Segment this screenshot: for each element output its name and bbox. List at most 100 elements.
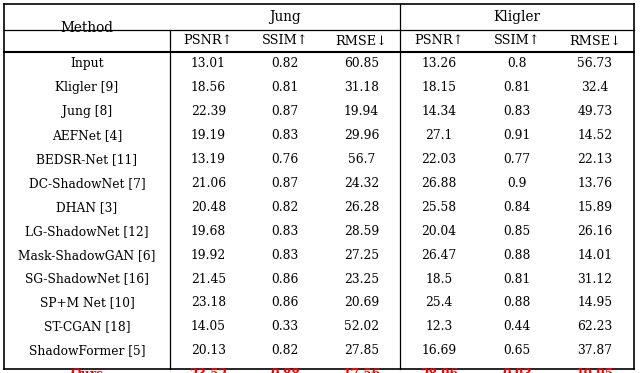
- Text: 27.85: 27.85: [344, 344, 380, 357]
- Text: 12.3: 12.3: [426, 320, 452, 333]
- Text: 26.47: 26.47: [421, 249, 456, 261]
- Text: 0.84: 0.84: [503, 201, 531, 214]
- Text: 19.94: 19.94: [344, 105, 380, 118]
- Text: 23.25: 23.25: [344, 273, 380, 286]
- Text: RMSE↓: RMSE↓: [336, 34, 388, 47]
- Text: 22.03: 22.03: [421, 153, 456, 166]
- Text: 13.76: 13.76: [577, 177, 612, 190]
- Text: 28.59: 28.59: [344, 225, 380, 238]
- Text: SP+M Net [10]: SP+M Net [10]: [40, 297, 134, 310]
- Text: BEDSR-Net [11]: BEDSR-Net [11]: [36, 153, 138, 166]
- Text: 0.82: 0.82: [271, 201, 299, 214]
- Text: 13.01: 13.01: [191, 57, 226, 70]
- Text: 18.15: 18.15: [422, 81, 456, 94]
- Text: Jung [8]: Jung [8]: [62, 105, 112, 118]
- Text: PSNR↑: PSNR↑: [414, 34, 464, 47]
- Text: 19.92: 19.92: [191, 249, 226, 261]
- Text: 56.7: 56.7: [348, 153, 375, 166]
- Text: 0.88: 0.88: [503, 297, 531, 310]
- Text: Kligler [9]: Kligler [9]: [56, 81, 118, 94]
- Text: 10.95: 10.95: [576, 368, 614, 373]
- Text: 14.34: 14.34: [421, 105, 456, 118]
- Text: 0.88: 0.88: [270, 368, 300, 373]
- Text: 0.82: 0.82: [271, 344, 299, 357]
- Text: 21.06: 21.06: [191, 177, 226, 190]
- Text: 20.13: 20.13: [191, 344, 226, 357]
- Text: 23.52: 23.52: [189, 368, 227, 373]
- Text: 0.93: 0.93: [502, 368, 532, 373]
- Text: 62.23: 62.23: [577, 320, 612, 333]
- Text: 0.85: 0.85: [504, 225, 531, 238]
- Text: 26.88: 26.88: [421, 177, 457, 190]
- Text: 22.39: 22.39: [191, 105, 226, 118]
- Text: 19.19: 19.19: [191, 129, 226, 142]
- Text: LG-ShadowNet [12]: LG-ShadowNet [12]: [25, 225, 148, 238]
- Text: 28.96: 28.96: [420, 368, 458, 373]
- Text: 0.81: 0.81: [504, 81, 531, 94]
- Text: 15.89: 15.89: [577, 201, 612, 214]
- Text: 19.68: 19.68: [191, 225, 226, 238]
- Text: 13.19: 13.19: [191, 153, 226, 166]
- Text: 23.18: 23.18: [191, 297, 226, 310]
- Text: 31.18: 31.18: [344, 81, 379, 94]
- Text: 0.83: 0.83: [271, 249, 299, 261]
- Text: 0.87: 0.87: [271, 105, 299, 118]
- Text: 52.02: 52.02: [344, 320, 380, 333]
- Text: 14.52: 14.52: [577, 129, 612, 142]
- Text: DHAN [3]: DHAN [3]: [56, 201, 118, 214]
- Text: 0.76: 0.76: [271, 153, 299, 166]
- Text: 27.1: 27.1: [426, 129, 452, 142]
- Text: 0.82: 0.82: [271, 57, 299, 70]
- Text: Jung: Jung: [269, 10, 301, 24]
- Text: 25.58: 25.58: [421, 201, 456, 214]
- Text: 22.13: 22.13: [577, 153, 612, 166]
- Text: 56.73: 56.73: [577, 57, 612, 70]
- Text: 60.85: 60.85: [344, 57, 380, 70]
- Text: 0.8: 0.8: [508, 57, 527, 70]
- Text: 26.28: 26.28: [344, 201, 380, 214]
- Text: 18.5: 18.5: [426, 273, 452, 286]
- Text: SG-ShadowNet [16]: SG-ShadowNet [16]: [25, 273, 149, 286]
- Text: 0.86: 0.86: [271, 273, 299, 286]
- Text: 0.33: 0.33: [271, 320, 299, 333]
- Text: 0.77: 0.77: [504, 153, 531, 166]
- Text: 0.81: 0.81: [504, 273, 531, 286]
- Text: 14.95: 14.95: [577, 297, 612, 310]
- Text: 0.65: 0.65: [504, 344, 531, 357]
- Text: 0.44: 0.44: [503, 320, 531, 333]
- Text: DC-ShadowNet [7]: DC-ShadowNet [7]: [29, 177, 145, 190]
- Text: PSNR↑: PSNR↑: [184, 34, 233, 47]
- Text: AEFNet [4]: AEFNet [4]: [52, 129, 122, 142]
- Text: 24.32: 24.32: [344, 177, 380, 190]
- Text: 20.48: 20.48: [191, 201, 226, 214]
- Text: 18.56: 18.56: [191, 81, 226, 94]
- Text: 37.87: 37.87: [577, 344, 612, 357]
- Text: 0.87: 0.87: [271, 177, 299, 190]
- Text: 0.88: 0.88: [503, 249, 531, 261]
- Text: 14.01: 14.01: [577, 249, 612, 261]
- Text: Ours: Ours: [70, 368, 104, 373]
- Text: 20.69: 20.69: [344, 297, 380, 310]
- Text: 26.16: 26.16: [577, 225, 612, 238]
- Text: 0.91: 0.91: [504, 129, 531, 142]
- Text: 31.12: 31.12: [577, 273, 612, 286]
- Text: 29.96: 29.96: [344, 129, 380, 142]
- Text: 0.9: 0.9: [508, 177, 527, 190]
- Text: 16.69: 16.69: [421, 344, 456, 357]
- Text: 0.81: 0.81: [271, 81, 299, 94]
- Text: 14.05: 14.05: [191, 320, 226, 333]
- Text: ST-CGAN [18]: ST-CGAN [18]: [44, 320, 131, 333]
- Text: SSIM↑: SSIM↑: [493, 34, 540, 47]
- Text: 0.83: 0.83: [271, 129, 299, 142]
- Text: 32.4: 32.4: [581, 81, 609, 94]
- Text: Mask-ShadowGAN [6]: Mask-ShadowGAN [6]: [19, 249, 156, 261]
- Text: 25.4: 25.4: [426, 297, 452, 310]
- Text: 0.83: 0.83: [271, 225, 299, 238]
- Text: Method: Method: [61, 21, 113, 35]
- Text: 0.86: 0.86: [271, 297, 299, 310]
- Text: 0.83: 0.83: [504, 105, 531, 118]
- Text: SSIM↑: SSIM↑: [262, 34, 308, 47]
- Text: ShadowFormer [5]: ShadowFormer [5]: [29, 344, 145, 357]
- Text: 21.45: 21.45: [191, 273, 226, 286]
- Text: 20.04: 20.04: [421, 225, 456, 238]
